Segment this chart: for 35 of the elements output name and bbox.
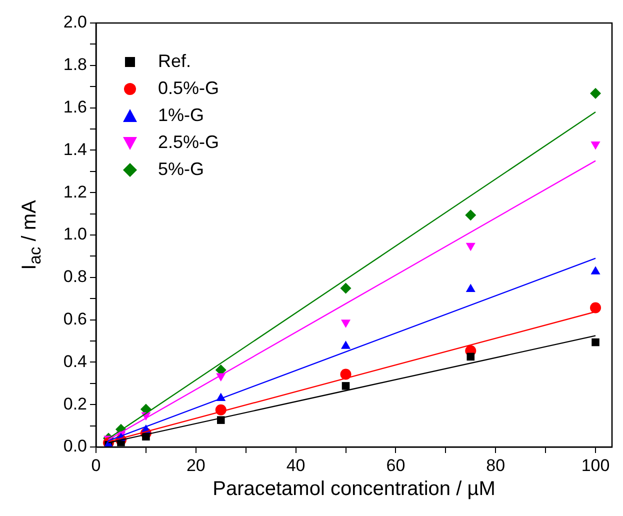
point <box>340 340 351 349</box>
x-tick-label: 0 <box>91 456 101 475</box>
y-tick-label: 0.8 <box>63 267 87 286</box>
x-axis-title: Paracetamol concentration / µM <box>212 478 496 501</box>
point <box>466 352 475 361</box>
legend-label: Ref. <box>158 51 192 72</box>
y-tick-label: 2.0 <box>63 12 87 32</box>
y-tick-label: 1.0 <box>63 224 87 244</box>
point <box>592 338 600 346</box>
point <box>590 88 602 99</box>
point <box>342 382 350 390</box>
x-tick-label: 40 <box>286 456 306 475</box>
legend-label: 1%-G <box>158 105 204 126</box>
legend-label: 5%-G <box>158 159 204 180</box>
x-tick-label: 20 <box>186 456 206 475</box>
point <box>465 210 476 221</box>
point <box>466 242 476 252</box>
y-tick-label: 1.8 <box>63 55 87 74</box>
legend-label: 0.5%-G <box>158 78 220 99</box>
y-tick-label: 0.6 <box>63 309 87 328</box>
point <box>466 284 476 292</box>
x-tick-label: 100 <box>581 456 610 475</box>
y-tick-label: 1.2 <box>63 182 87 202</box>
point <box>340 320 351 328</box>
x-tick-label: 60 <box>386 456 406 475</box>
y-tick-label: 1.4 <box>63 140 87 159</box>
x-tick-label: 80 <box>486 456 506 475</box>
y-tick-label: 0.2 <box>63 394 87 414</box>
y-tick-label: 0.4 <box>63 352 87 371</box>
y-tick-label: 0.0 <box>63 436 87 456</box>
point <box>590 302 602 314</box>
point <box>340 282 352 294</box>
legend-label: 2.5%-G <box>158 132 220 153</box>
y-tick-label: 1.6 <box>63 97 87 116</box>
point <box>590 142 600 150</box>
